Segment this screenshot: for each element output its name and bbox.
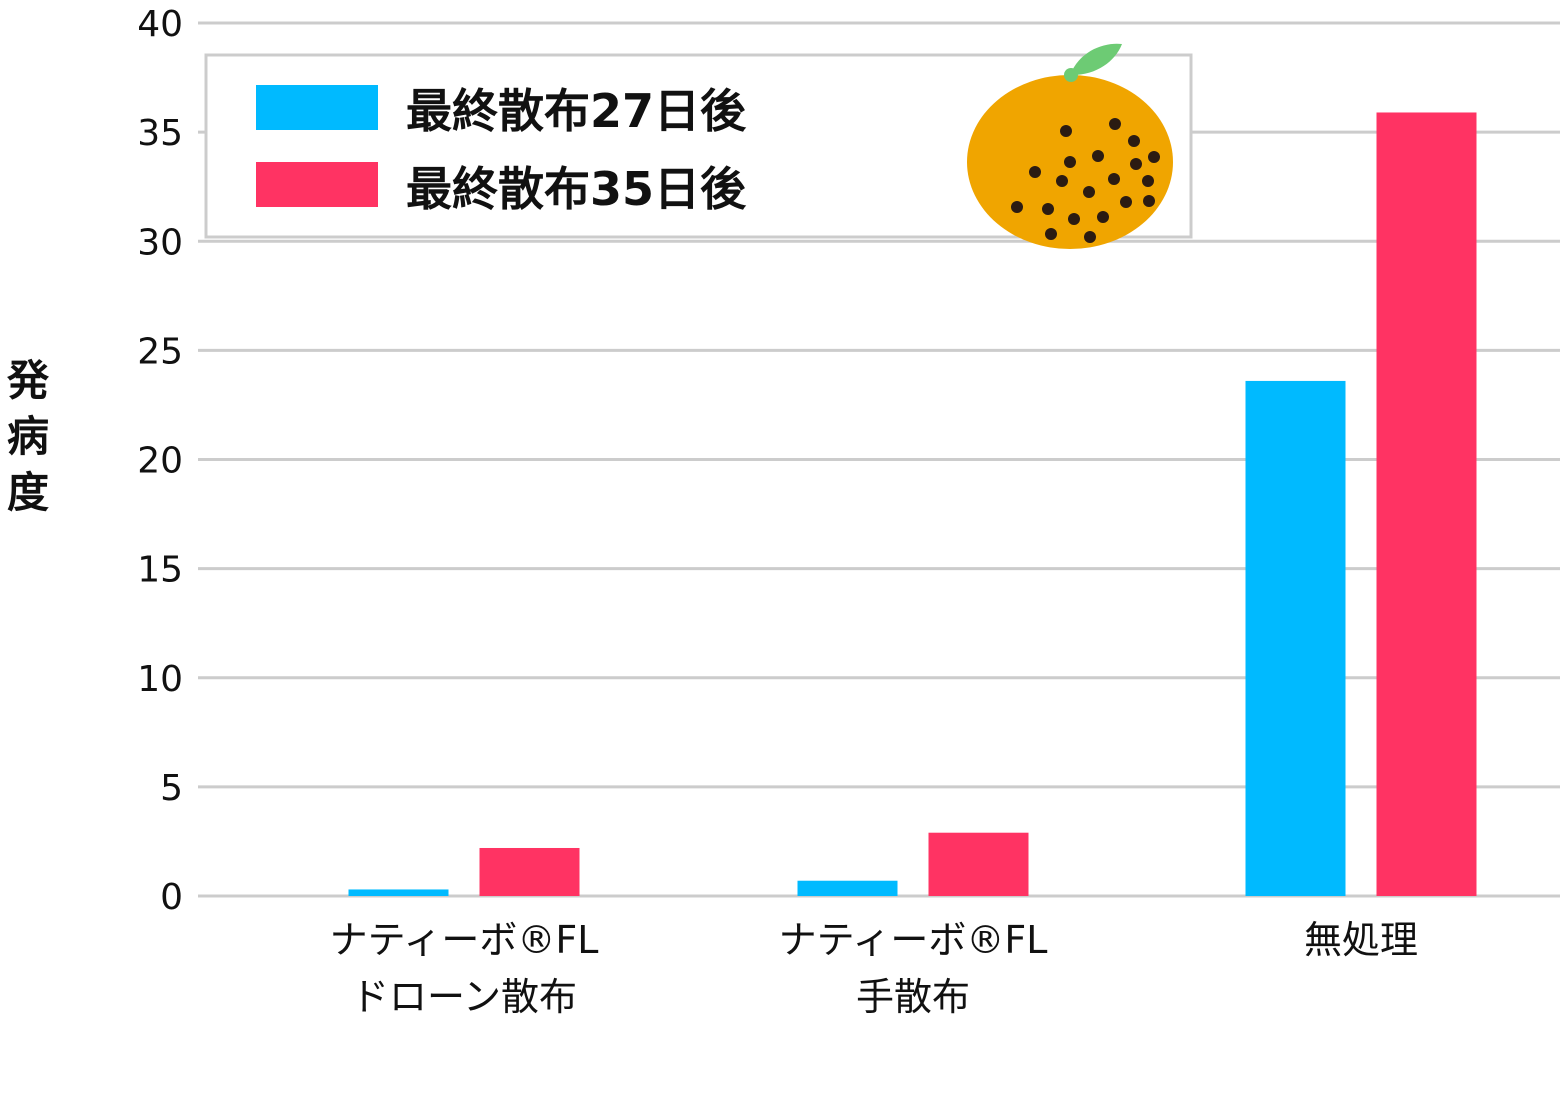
y-axis-ticks: 0 5 10 15 20 25 30 35 40 (137, 4, 183, 918)
legend-swatch-series-1 (256, 85, 378, 130)
fruit-spot (1097, 211, 1109, 223)
y-tick-label: 35 (137, 113, 183, 154)
y-axis-label: 発病度 (7, 356, 50, 517)
mandarin-orange-icon (967, 43, 1173, 249)
bar-series-1-cat-1 (348, 889, 449, 896)
fruit-spot (1142, 175, 1154, 187)
bars (348, 112, 1477, 897)
fruit-spot (1064, 156, 1076, 168)
y-tick-label: 15 (137, 550, 183, 591)
y-tick-label: 20 (137, 441, 183, 482)
fruit-spot (1130, 158, 1142, 170)
legend-label-series-1: 最終散布27日後 (406, 84, 747, 138)
fruit-spot (1029, 166, 1041, 178)
fruit-spot (1084, 231, 1096, 243)
legend-swatch-series-2 (256, 162, 378, 207)
bar-series-1-cat-2 (797, 880, 898, 896)
y-tick-label: 40 (137, 4, 183, 45)
y-tick-label: 30 (137, 222, 183, 263)
bar-series-2-cat-3 (1376, 112, 1477, 897)
y-tick-label: 5 (160, 768, 183, 809)
legend-label-series-2: 最終散布35日後 (406, 162, 747, 216)
x-category-label: 手散布 (856, 975, 970, 1019)
fruit-spot (1128, 135, 1140, 147)
fruit-spot (1060, 125, 1072, 137)
fruit-spot (1143, 195, 1155, 207)
x-category-label: ナティーボ®FL (330, 918, 599, 962)
x-category-label: 無処理 (1304, 918, 1418, 962)
bar-series-2-cat-1 (479, 847, 580, 896)
fruit-spot (1042, 203, 1054, 215)
fruit-spot (1083, 186, 1095, 198)
legend: 最終散布27日後 最終散布35日後 (204, 43, 1193, 249)
fruit-spots (1011, 118, 1160, 243)
fruit-spot (1109, 118, 1121, 130)
gridlines (198, 21, 1560, 898)
fruit-spot (1148, 151, 1160, 163)
fruit-spot (1045, 228, 1057, 240)
fruit-spot (1092, 150, 1104, 162)
y-tick-label: 25 (137, 331, 183, 372)
bar-series-1-cat-3 (1245, 380, 1346, 896)
fruit-spot (1056, 175, 1068, 187)
fruit-spot (1120, 196, 1132, 208)
fruit-spot (1108, 173, 1120, 185)
bar-series-2-cat-2 (928, 832, 1029, 896)
x-category-label: ドローン散布 (351, 975, 577, 1019)
x-category-label: ナティーボ®FL (779, 918, 1048, 962)
y-tick-label: 0 (160, 877, 183, 918)
y-tick-label: 10 (137, 659, 183, 700)
fruit-spot (1068, 213, 1080, 225)
leaf-icon (1070, 43, 1122, 76)
stem-icon (1064, 68, 1078, 82)
fruit-spot (1011, 201, 1023, 213)
